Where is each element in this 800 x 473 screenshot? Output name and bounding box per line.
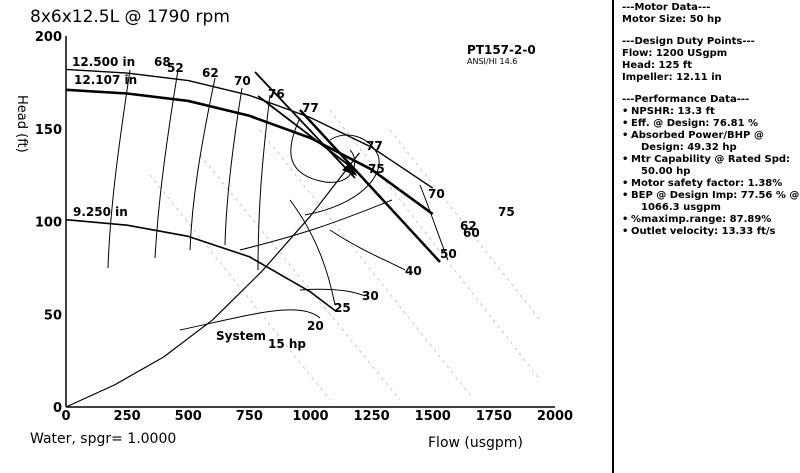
standard-label: ANSI/HI 14.6 [467,57,517,66]
power-label: 20 [307,319,324,333]
axes [65,36,555,408]
motor-data-header: ---Motor Data--- [622,2,711,13]
motor-data-section: ---Motor Data--- Motor Size: 50 hp [622,2,800,26]
performance-item: Motor safety factor: 1.38% [622,178,800,190]
y-tick-label: 0 [53,401,62,416]
design-head: Head: 125 ft [622,60,693,71]
x-axis-label: Flow (usgpm) [428,435,523,451]
performance-section: ---Performance Data--- NPSHR: 13.3 ftEff… [622,94,800,238]
x-tick-label: 500 [175,409,202,424]
y-tick-label: 150 [35,123,62,138]
design-flow: Flow: 1200 USgpm [622,48,728,59]
performance-list: NPSHR: 13.3 ftEff. @ Design: 76.81 %Abso… [622,106,800,238]
performance-item: Outlet velocity: 13.33 ft/s [622,226,800,238]
y-tick-label: 50 [44,308,62,323]
y-tick-label: 200 [35,30,62,45]
y-tick-label: 100 [35,216,62,231]
performance-item-text: NPSHR: 13.3 ft [631,106,715,117]
bottom-scroll-strip [0,458,612,473]
performance-item-text: Motor safety factor: 1.38% [631,178,783,189]
performance-item: NPSHR: 13.3 ft [622,106,800,118]
x-tick-label: 2000 [537,409,573,424]
motor-size: Motor Size: 50 hp [622,14,722,25]
data-sidebar: ---Motor Data--- Motor Size: 50 hp ---De… [612,0,800,473]
power-label: 50 [440,247,457,261]
pump-curve-chart: 8x6x12.5L @ 1790 rpm PT157-2-0 ANSI/HI 1… [14,7,573,451]
curve-label-system: System [216,329,266,343]
performance-item: %maximp.range: 87.89% [622,214,800,226]
x-tick-label: 750 [236,409,263,424]
efficiency-contours [107,69,449,271]
power-label: 15 hp [268,337,306,351]
efficiency-label: 70 [234,74,251,88]
performance-item-text: Eff. @ Design: 76.81 % [631,118,759,129]
performance-header: ---Performance Data--- [622,94,750,105]
curve-labels: 12.500 in 12.107 in 9.250 in System [72,55,266,343]
performance-item: Absorbed Power/BHP @Design: 49.32 hp [622,130,800,154]
x-ticks: 0 250 500 750 1000 1250 1500 1750 2000 [61,409,573,424]
design-duty-section: ---Design Duty Points--- Flow: 1200 USgp… [622,36,800,84]
performance-item-text: Absorbed Power/BHP @ [631,130,764,141]
x-tick-label: 1750 [476,409,512,424]
series-line [65,218,336,312]
performance-item: Mtr Capability @ Rated Spd:50.00 hp [622,154,800,178]
performance-item-text: Mtr Capability @ Rated Spd: [631,154,791,165]
design-duty-header: ---Design Duty Points--- [622,36,755,47]
series-line [65,68,434,189]
x-tick-label: 1000 [292,409,328,424]
performance-item: Eff. @ Design: 76.81 % [622,118,800,130]
diagonal-guides [149,109,541,401]
efficiency-label: 52 [167,61,184,75]
performance-item-text: Outlet velocity: 13.33 ft/s [631,226,776,237]
efficiency-label: 70 [428,187,445,201]
efficiency-label: 75 [368,162,385,176]
x-tick-label: 1500 [415,409,451,424]
efficiency-label: 68 [154,55,171,69]
y-axis-label: Head (ft) [14,95,29,153]
design-impeller: Impeller: 12.11 in [622,72,722,83]
power-label: 40 [405,264,422,278]
performance-item-continuation: 1066.3 usgpm [641,202,721,213]
efficiency-label: 77 [366,139,383,153]
performance-item-text: %maximp.range: 87.89% [631,214,772,225]
performance-item: BEP @ Design Imp: 77.56 % @1066.3 usgpm [622,190,800,214]
power-lines [179,199,406,331]
efficiency-label: 62 [202,66,219,80]
y-ticks: 0 50 100 150 200 [35,30,62,416]
performance-item-continuation: 50.00 hp [641,166,691,177]
x-tick-label: 250 [114,409,141,424]
series-line [65,88,434,216]
efficiency-label: 76 [268,87,285,101]
x-tick-label: 0 [61,409,70,424]
curve-label-9-250: 9.250 in [73,205,128,219]
efficiency-label: 62 [460,219,477,233]
chart-title: 8x6x12.5L @ 1790 rpm [30,7,230,27]
curve-label-12-107: 12.107 in [74,73,137,87]
efficiency-label: 60 [463,226,480,240]
design-markers [254,71,441,263]
model-label: PT157-2-0 [467,43,536,57]
efficiency-label: 77 [302,101,319,115]
power-label: 25 [334,301,351,315]
performance-item-text: BEP @ Design Imp: 77.56 % @ [631,190,800,201]
fluid-label: Water, spgr= 1.0000 [30,431,176,447]
curve-label-12-500: 12.500 in [72,55,135,69]
head-curves [65,68,434,408]
power-label: 30 [362,289,379,303]
efficiency-label: 75 [498,205,515,219]
x-tick-label: 1250 [354,409,390,424]
series-line [65,152,360,408]
performance-item-continuation: Design: 49.32 hp [641,142,737,153]
